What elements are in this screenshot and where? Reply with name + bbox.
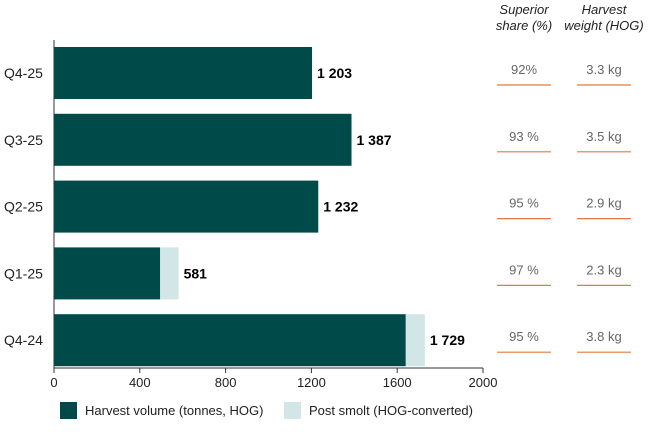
table-column-header: weight (HOG) (564, 18, 643, 33)
bar-harvest-volume (54, 247, 161, 300)
table-column-header: Harvest (582, 2, 628, 17)
table-cell: 3.3 kg (586, 62, 621, 77)
bar-harvest-volume (54, 180, 319, 233)
x-tick-label: 400 (129, 375, 151, 390)
bar-total-label: 1 387 (357, 132, 392, 148)
x-tick-label: 1200 (297, 375, 326, 390)
bar-post-smolt (405, 314, 425, 367)
table-cell: 95 % (509, 329, 539, 344)
table-cell: 3.5 kg (586, 129, 621, 144)
x-tick-label: 1600 (383, 375, 412, 390)
category-label: Q4-24 (4, 332, 43, 348)
bar-total-label: 581 (184, 265, 208, 281)
bar-total-label: 1 203 (317, 65, 352, 81)
bar-harvest-volume (54, 47, 313, 99)
category-label: Q1-25 (4, 265, 43, 281)
table-cell: 93 % (509, 129, 539, 144)
bar-harvest-volume (54, 113, 352, 166)
legend-label: Harvest volume (tonnes, HOG) (85, 403, 263, 418)
x-tick-label: 800 (215, 375, 237, 390)
table-column-header: share (%) (496, 18, 552, 33)
category-label: Q3-25 (4, 132, 43, 148)
x-tick-label: 0 (50, 375, 57, 390)
table-cell: 97 % (509, 262, 539, 277)
category-label: Q2-25 (4, 199, 43, 215)
bar-post-smolt (160, 247, 179, 300)
bar-total-label: 1 729 (430, 332, 465, 348)
legend-swatch (284, 402, 301, 419)
table-cell: 2.9 kg (586, 196, 621, 211)
table-cell: 3.8 kg (586, 329, 621, 344)
table-cell: 2.3 kg (586, 262, 621, 277)
category-label: Q4-25 (4, 65, 43, 81)
legend-label: Post smolt (HOG-converted) (309, 403, 473, 418)
table-column-header: Superior (499, 2, 549, 17)
table-cell: 92% (511, 62, 537, 77)
bar-harvest-volume (54, 314, 406, 367)
x-tick-label: 2000 (469, 375, 498, 390)
bar-total-label: 1 232 (323, 199, 358, 215)
legend-swatch (60, 402, 77, 419)
table-cell: 95 % (509, 196, 539, 211)
